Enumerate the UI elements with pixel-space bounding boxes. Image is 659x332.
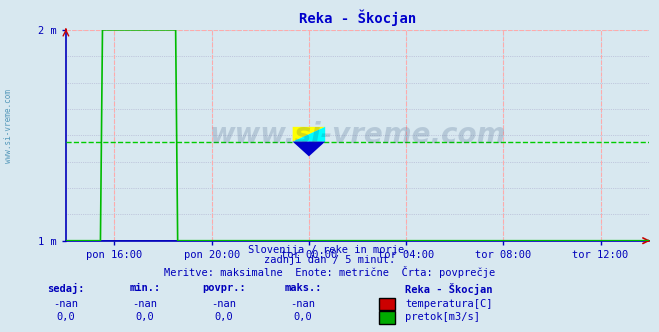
Text: www.si-vreme.com: www.si-vreme.com xyxy=(210,121,505,149)
Text: povpr.:: povpr.: xyxy=(202,283,246,293)
Text: min.:: min.: xyxy=(129,283,161,293)
Text: Reka - Škocjan: Reka - Škocjan xyxy=(405,283,493,295)
Text: Slovenija / reke in morje.: Slovenija / reke in morje. xyxy=(248,245,411,255)
Text: pretok[m3/s]: pretok[m3/s] xyxy=(405,312,480,322)
Text: -nan: -nan xyxy=(212,299,237,309)
Polygon shape xyxy=(293,127,325,142)
Text: -nan: -nan xyxy=(53,299,78,309)
Text: 0,0: 0,0 xyxy=(294,312,312,322)
Text: www.si-vreme.com: www.si-vreme.com xyxy=(4,89,13,163)
Text: 0,0: 0,0 xyxy=(57,312,75,322)
Text: 0,0: 0,0 xyxy=(215,312,233,322)
Polygon shape xyxy=(293,127,325,142)
Title: Reka - Škocjan: Reka - Škocjan xyxy=(299,9,416,26)
Text: -nan: -nan xyxy=(132,299,158,309)
Text: zadnji dan / 5 minut.: zadnji dan / 5 minut. xyxy=(264,255,395,265)
Text: temperatura[C]: temperatura[C] xyxy=(405,299,493,309)
Text: -nan: -nan xyxy=(291,299,316,309)
Text: sedaj:: sedaj: xyxy=(47,283,84,294)
Text: Meritve: maksimalne  Enote: metrične  Črta: povprečje: Meritve: maksimalne Enote: metrične Črta… xyxy=(164,266,495,278)
Text: 0,0: 0,0 xyxy=(136,312,154,322)
Polygon shape xyxy=(293,142,325,156)
Text: maks.:: maks.: xyxy=(285,283,322,293)
